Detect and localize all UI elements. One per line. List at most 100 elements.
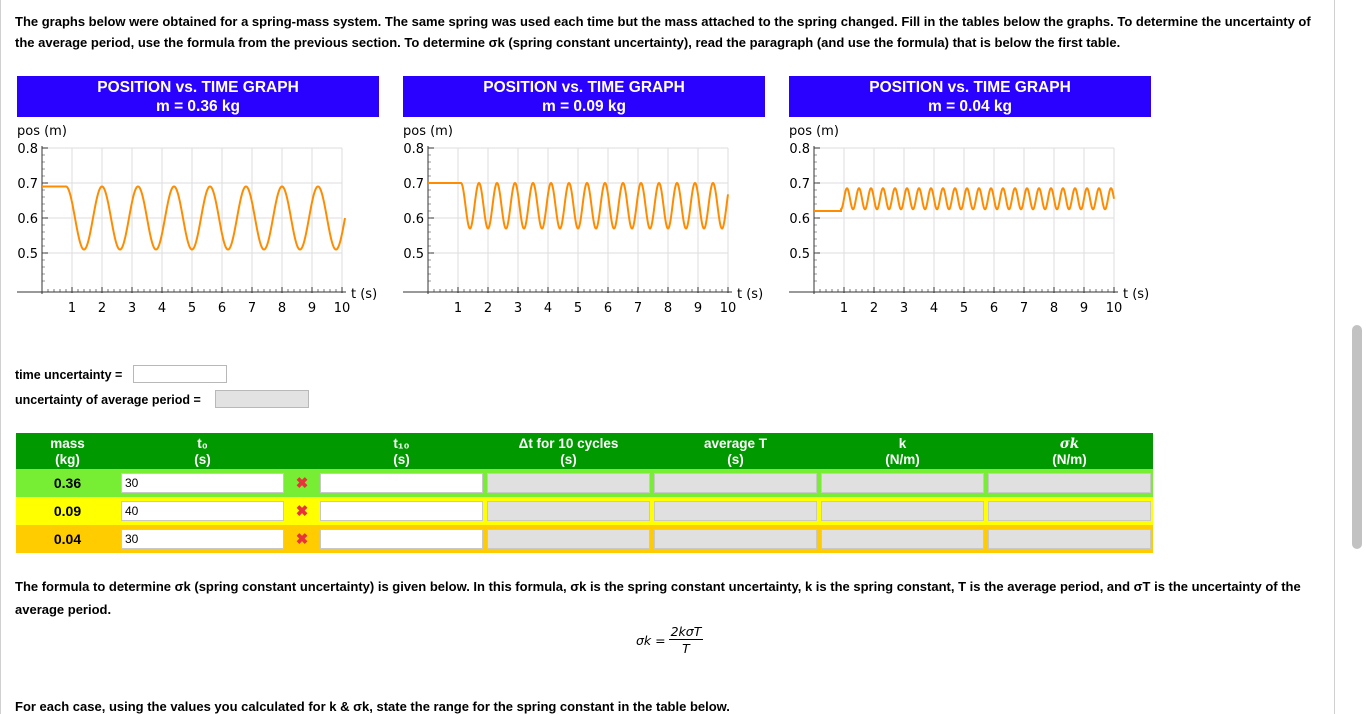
x-tick-label: 5 <box>188 301 196 316</box>
period-uncertainty-input[interactable] <box>215 390 309 408</box>
graph-title-2-line1: POSITION vs. TIME GRAPH <box>483 79 685 96</box>
header-k: k (N/m) <box>819 433 986 469</box>
graph-title-1: POSITION vs. TIME GRAPH m = 0.36 kg <box>17 76 379 117</box>
delta-t-input[interactable] <box>487 529 650 549</box>
data-table: mass (kg) t₀ (s) t₁₀ (s) Δt for 10 cycles (s… <box>16 433 1153 553</box>
x-axis-label: t (s) <box>1123 287 1149 302</box>
x-tick-label: 3 <box>514 301 522 316</box>
t0-cell <box>119 469 286 497</box>
t10-cell <box>318 469 485 497</box>
time-uncertainty-input[interactable] <box>133 365 227 383</box>
t0-input[interactable] <box>121 529 284 549</box>
delta-t-input[interactable] <box>487 473 650 493</box>
k-input[interactable] <box>821 501 984 521</box>
graph-title-1-line1: POSITION vs. TIME GRAPH <box>97 79 299 96</box>
x-tick-label: 4 <box>158 301 166 316</box>
graph-title-2-line2: m = 0.09 kg <box>541 98 626 115</box>
table-row: 0.36 ✖ <box>16 469 1153 497</box>
formula-numerator: 2kσT <box>668 624 704 640</box>
graph-title-3-line1: POSITION vs. TIME GRAPH <box>869 79 1071 96</box>
delta-t-cell <box>485 525 652 553</box>
average-t-input[interactable] <box>654 473 817 493</box>
t10-input[interactable] <box>320 529 483 549</box>
x-tick-label: 1 <box>840 301 848 316</box>
x-tick-label: 10 <box>334 301 351 316</box>
y-tick-label: 0.7 <box>17 177 38 192</box>
incorrect-x-icon: ✖ <box>295 475 309 492</box>
header-delta-t: Δt for 10 cycles (s) <box>485 433 652 469</box>
y-tick-label: 0.5 <box>789 247 810 262</box>
x-tick-label: 7 <box>634 301 642 316</box>
graph-title-3: POSITION vs. TIME GRAPH m = 0.04 kg <box>789 76 1151 117</box>
average-t-cell <box>652 525 819 553</box>
position-time-chart-2: 1 2 3 4 5 6 7 8 9 10 0.5 0.6 0.7 0.8 pos (m) t (s) <box>403 120 773 320</box>
x-tick-label: 9 <box>694 301 702 316</box>
x-tick-label: 9 <box>308 301 316 316</box>
graph-title-2: POSITION vs. TIME GRAPH m = 0.09 kg <box>403 76 765 117</box>
y-tick-label: 0.5 <box>17 247 38 262</box>
position-time-chart-1: 1 2 3 4 5 6 7 8 9 10 0.5 0.6 0.7 0.8 pos (m) t (s) <box>17 120 387 320</box>
sigma-k-input[interactable] <box>988 501 1151 521</box>
k-input[interactable] <box>821 529 984 549</box>
x-tick-label: 2 <box>484 301 492 316</box>
x-tick-label: 1 <box>454 301 462 316</box>
sigma-k-formula: σk = 2kσT T <box>635 624 704 657</box>
sigma-k-cell <box>986 525 1153 553</box>
time-uncertainty-label: time uncertainty = <box>15 368 123 382</box>
vertical-scrollbar[interactable] <box>1352 325 1362 549</box>
x-tick-label: 2 <box>98 301 106 316</box>
delta-t-cell <box>485 497 652 525</box>
header-t10: t₁₀ (s) <box>318 433 485 469</box>
header-t0: t₀ (s) <box>119 433 286 469</box>
delta-t-input[interactable] <box>487 501 650 521</box>
y-axis-label: pos (m) <box>789 124 839 139</box>
worksheet-page: The graphs below were obtained for a spr… <box>0 0 1335 714</box>
x-tick-label: 9 <box>1080 301 1088 316</box>
x-tick-label: 6 <box>218 301 226 316</box>
formula-description: The formula to determine σk (spring cons… <box>15 579 1301 617</box>
formula-lhs: σk = <box>636 633 666 648</box>
y-tick-label: 0.5 <box>403 247 424 262</box>
t0-input[interactable] <box>121 473 284 493</box>
position-time-chart-3: 1 2 3 4 5 6 7 8 9 10 0.5 0.6 0.7 0.8 pos (m) t (s) <box>789 120 1159 320</box>
y-tick-label: 0.8 <box>789 142 810 157</box>
y-tick-label: 0.6 <box>17 212 38 227</box>
t10-input[interactable] <box>320 501 483 521</box>
mass-cell: 0.04 <box>53 531 82 547</box>
x-tick-label: 1 <box>68 301 76 316</box>
x-tick-label: 3 <box>900 301 908 316</box>
t10-input[interactable] <box>320 473 483 493</box>
y-tick-label: 0.6 <box>403 212 424 227</box>
average-t-input[interactable] <box>654 529 817 549</box>
y-axis-label: pos (m) <box>403 124 453 139</box>
x-tick-label: 7 <box>248 301 256 316</box>
x-tick-label: 8 <box>1050 301 1058 316</box>
y-axis-label: pos (m) <box>17 124 67 139</box>
sigma-k-input[interactable] <box>988 529 1151 549</box>
x-tick-label: 5 <box>574 301 582 316</box>
t0-cell <box>119 497 286 525</box>
t10-cell <box>318 525 485 553</box>
t0-input[interactable] <box>121 501 284 521</box>
k-cell <box>819 469 986 497</box>
x-tick-label: 5 <box>960 301 968 316</box>
formula-denominator: T <box>682 641 690 656</box>
x-axis-label: t (s) <box>737 287 763 302</box>
sigma-k-input[interactable] <box>988 473 1151 493</box>
table-row: 0.04 ✖ <box>16 525 1153 553</box>
k-cell <box>819 497 986 525</box>
y-tick-label: 0.8 <box>17 142 38 157</box>
x-tick-label: 10 <box>1106 301 1123 316</box>
sigma-k-cell <box>986 497 1153 525</box>
k-input[interactable] <box>821 473 984 493</box>
position-series-line <box>814 187 1115 212</box>
header-mark <box>286 433 318 469</box>
x-tick-label: 4 <box>930 301 938 316</box>
average-t-input[interactable] <box>654 501 817 521</box>
incorrect-x-icon: ✖ <box>295 531 309 548</box>
t0-cell <box>119 525 286 553</box>
sigma-k-cell <box>986 469 1153 497</box>
average-t-cell <box>652 497 819 525</box>
table-row: 0.09 ✖ <box>16 497 1153 525</box>
x-tick-label: 8 <box>664 301 672 316</box>
